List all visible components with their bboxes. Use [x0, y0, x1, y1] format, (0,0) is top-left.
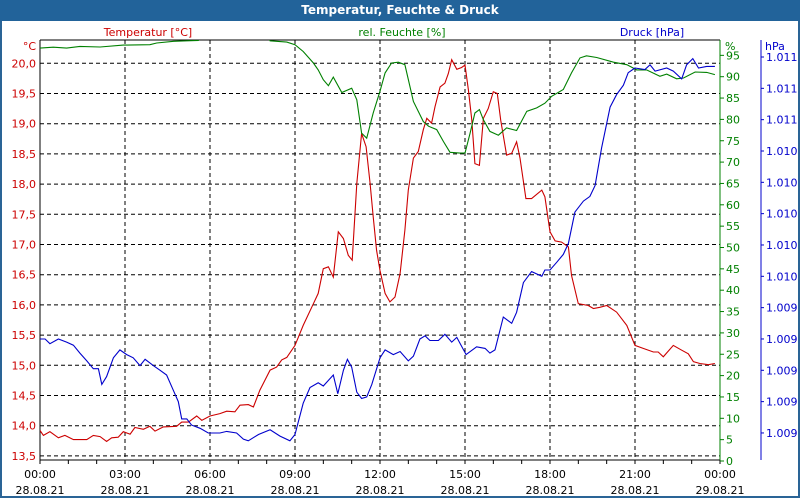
pressure-series-line: [40, 57, 715, 442]
humidity-unit: %: [725, 40, 735, 53]
pressure-tick-label: 1.011: [766, 51, 798, 64]
pressure-tick-label: 1.010: [766, 270, 798, 283]
x-tick-date: 28.08.21: [16, 484, 65, 497]
pressure-tick-label: 1.009: [766, 302, 798, 315]
humidity-tick-label: 5: [726, 434, 733, 447]
x-tick-date: 28.08.21: [101, 484, 150, 497]
x-tick-date: 28.08.21: [356, 484, 405, 497]
temperature-tick-label: 16,0: [12, 299, 37, 312]
humidity-tick-label: 65: [726, 177, 740, 190]
x-tick-time: 21:00: [619, 468, 651, 481]
humidity-tick-label: 55: [726, 220, 740, 233]
x-tick-time: 06:00: [194, 468, 226, 481]
x-tick-time: 00:00: [24, 468, 56, 481]
x-tick-time: 03:00: [109, 468, 141, 481]
humidity-tick-label: 70: [726, 156, 740, 169]
x-tick-date: 28.08.21: [441, 484, 490, 497]
temperature-unit: °C: [23, 40, 37, 53]
pressure-tick-label: 1.011: [766, 82, 798, 95]
x-tick-time: 09:00: [279, 468, 311, 481]
x-tick-date: 28.08.21: [271, 484, 320, 497]
humidity-tick-label: 75: [726, 135, 740, 148]
temperature-tick-label: 17,0: [12, 239, 37, 252]
humidity-tick-label: 25: [726, 348, 740, 361]
temperature-tick-label: 15,0: [12, 359, 37, 372]
temperature-tick-label: 14,5: [12, 390, 37, 403]
humidity-tick-label: 50: [726, 242, 740, 255]
humidity-tick-label: 20: [726, 370, 740, 383]
x-tick-time: 18:00: [534, 468, 566, 481]
humidity-tick-label: 60: [726, 199, 740, 212]
temperature-tick-label: 20,0: [12, 57, 37, 70]
temperature-tick-label: 17,5: [12, 208, 37, 221]
pressure-tick-label: 1.009: [766, 333, 798, 346]
temperature-tick-label: 19,5: [12, 88, 37, 101]
humidity-tick-label: 15: [726, 391, 740, 404]
x-tick-date: 28.08.21: [526, 484, 575, 497]
temperature-axis-title: Temperatur [°C]: [103, 26, 192, 39]
humidity-tick-label: 90: [726, 71, 740, 84]
x-tick-date: 28.08.21: [611, 484, 660, 497]
humidity-tick-label: 35: [726, 306, 740, 319]
temperature-tick-label: 15,5: [12, 329, 37, 342]
temperature-tick-label: 18,5: [12, 148, 37, 161]
temperature-tick-label: 19,0: [12, 118, 37, 131]
pressure-tick-label: 1.009: [766, 396, 798, 409]
pressure-unit: hPa: [765, 40, 785, 53]
temperature-tick-label: 16,5: [12, 269, 37, 282]
temperature-tick-label: 13,5: [12, 450, 37, 463]
humidity-series-line: [40, 40, 716, 154]
window-title: Temperatur, Feuchte & Druck: [0, 0, 800, 21]
temperature-tick-label: 18,0: [12, 178, 37, 191]
temperature-tick-label: 14,0: [12, 420, 37, 433]
humidity-tick-label: 95: [726, 49, 740, 62]
pressure-tick-label: 1.010: [766, 239, 798, 252]
humidity-tick-label: 0: [726, 455, 733, 468]
x-tick-time: 00:00: [704, 468, 736, 481]
humidity-tick-label: 30: [726, 327, 740, 340]
x-tick-time: 12:00: [364, 468, 396, 481]
pressure-tick-label: 1.010: [766, 145, 798, 158]
humidity-axis-title: rel. Feuchte [%]: [358, 26, 445, 39]
pressure-tick-label: 1.010: [766, 176, 798, 189]
humidity-tick-label: 85: [726, 92, 740, 105]
pressure-tick-label: 1.009: [766, 364, 798, 377]
pressure-tick-label: 1.009: [766, 427, 798, 440]
pressure-tick-label: 1.010: [766, 208, 798, 221]
humidity-tick-label: 45: [726, 263, 740, 276]
humidity-tick-label: 80: [726, 113, 740, 126]
x-tick-time: 15:00: [449, 468, 481, 481]
humidity-tick-label: 10: [726, 412, 740, 425]
humidity-tick-label: 40: [726, 284, 740, 297]
pressure-axis-title: Druck [hPa]: [620, 26, 684, 39]
pressure-tick-label: 1.011: [766, 114, 798, 127]
temperature-series-line: [40, 58, 715, 443]
x-tick-date: 28.08.21: [186, 484, 235, 497]
x-tick-date: 29.08.21: [696, 484, 745, 497]
